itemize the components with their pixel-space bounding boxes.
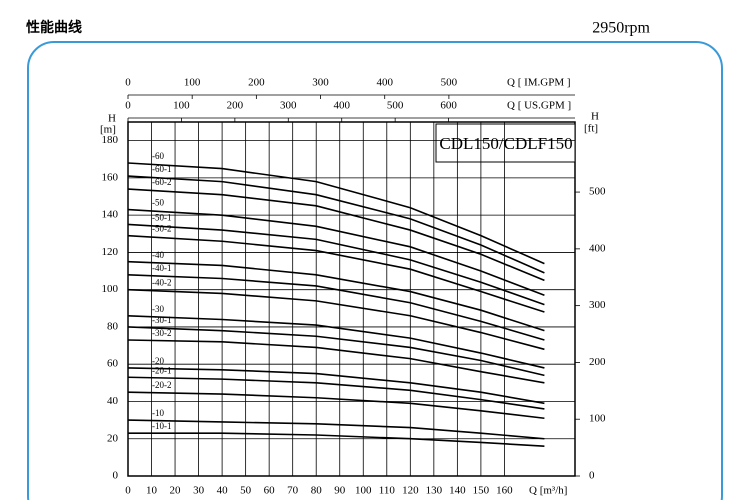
x-tick-label: 160: [496, 485, 513, 497]
x-tick-label: 20: [170, 485, 182, 497]
curve-label: -20: [152, 356, 164, 366]
pump-curve: [127, 234, 545, 313]
y2-label: H: [591, 111, 599, 123]
x-tick-label: 10: [146, 485, 158, 497]
pump-curve: [127, 188, 545, 282]
top-tick-label: 200: [227, 100, 244, 112]
pump-curve: [127, 339, 545, 384]
pump-curve: [128, 432, 545, 447]
y-tick-label: 80: [107, 320, 119, 332]
pump-curve: [127, 419, 545, 440]
y-label-unit: [m]: [100, 124, 116, 136]
y-tick-label: 20: [107, 432, 119, 444]
curve-label: -10-1: [152, 421, 172, 431]
pump-curve: [127, 376, 545, 410]
pump-curve: [127, 314, 545, 369]
top-tick-label: 600: [440, 100, 457, 112]
speed: 2950rpm: [592, 20, 650, 37]
curve-label: -40: [152, 250, 164, 260]
x-tick-label: 0: [125, 485, 131, 497]
pump-curve: [127, 260, 545, 332]
pump-curve: [127, 273, 545, 341]
y-tick-label: 0: [113, 470, 119, 482]
y2-tick-label: 500: [589, 186, 606, 198]
curve-label: -50-2: [152, 224, 172, 234]
x-tick-label: 60: [264, 485, 276, 497]
x-tick-label: 80: [311, 485, 323, 497]
y-tick-label: 180: [102, 134, 119, 146]
x-tick-label: 70: [287, 485, 299, 497]
plot-border: [127, 121, 576, 477]
curve-label: -30-2: [152, 328, 172, 338]
top-axis-label: Q [ IM.GPM ]: [507, 77, 571, 89]
curve-label: -30-1: [152, 315, 172, 325]
curve-label: -30: [152, 304, 164, 314]
top-tick-label: 300: [312, 77, 329, 89]
pump-curve: [127, 175, 545, 274]
y2-tick-label: 100: [589, 413, 606, 425]
curve-label: -60-1: [152, 164, 172, 174]
x-tick-label: 130: [426, 485, 443, 497]
curve-label: -60: [152, 151, 164, 161]
top-tick-label: 100: [173, 100, 190, 112]
pump-curve: [127, 223, 545, 306]
top-tick-label: 0: [125, 77, 131, 89]
y-label: H: [108, 113, 116, 125]
pump-curve: [127, 162, 545, 265]
top-tick-label: 200: [248, 77, 265, 89]
top-tick-label: 300: [280, 100, 297, 112]
y2-label-unit: [ft]: [584, 123, 598, 135]
curve-label: -60-2: [152, 177, 172, 187]
curve-label: -40-2: [152, 278, 172, 288]
x-tick-label: 30: [193, 485, 205, 497]
x-tick-label: 140: [449, 485, 466, 497]
title-box: [435, 123, 576, 163]
header-title: 性能曲线: [26, 19, 82, 36]
chart-title: CDL150/CDLF150: [439, 134, 572, 153]
pump-curve: [127, 391, 545, 420]
curve-label: -50: [152, 198, 164, 208]
curve-label: -10: [152, 408, 164, 418]
top-axis-label: Q [ US.GPM ]: [507, 100, 571, 112]
y2-tick-label: 0: [589, 470, 595, 482]
curve-label: -20-2: [152, 380, 172, 390]
y2-tick-label: 400: [589, 242, 606, 254]
y2-tick-label: 300: [589, 299, 606, 311]
y-tick-label: 40: [107, 395, 119, 407]
pump-curve: [127, 208, 545, 297]
top-tick-label: 400: [376, 77, 393, 89]
x-tick-label: 50: [240, 485, 252, 497]
x-tick-label: 120: [402, 485, 419, 497]
y-tick-label: 120: [102, 246, 119, 258]
top-tick-label: 500: [387, 100, 404, 112]
pump-curve: [127, 367, 545, 405]
frame: [27, 41, 723, 500]
x-label: Q [m³/h]: [529, 485, 567, 497]
curve-label: -40-1: [152, 263, 172, 273]
y2-tick-label: 200: [589, 356, 606, 368]
x-tick-label: 40: [217, 485, 229, 497]
y-tick-label: 140: [102, 209, 119, 221]
top-tick-label: 400: [333, 100, 350, 112]
pump-curve: [127, 288, 545, 351]
x-tick-label: 90: [334, 485, 346, 497]
curve-label: -50-1: [152, 213, 172, 223]
y-tick-label: 100: [102, 283, 119, 295]
curve-label: -20-1: [152, 365, 172, 375]
x-tick-label: 110: [379, 485, 396, 497]
x-tick-label: 100: [355, 485, 372, 497]
pump-curve: [127, 326, 545, 377]
x-tick-label: 150: [473, 485, 490, 497]
top-tick-label: 100: [184, 77, 201, 89]
top-tick-label: 0: [125, 100, 131, 112]
y-tick-label: 60: [107, 358, 119, 370]
top-tick-label: 500: [441, 77, 458, 89]
y-tick-label: 160: [102, 171, 119, 183]
